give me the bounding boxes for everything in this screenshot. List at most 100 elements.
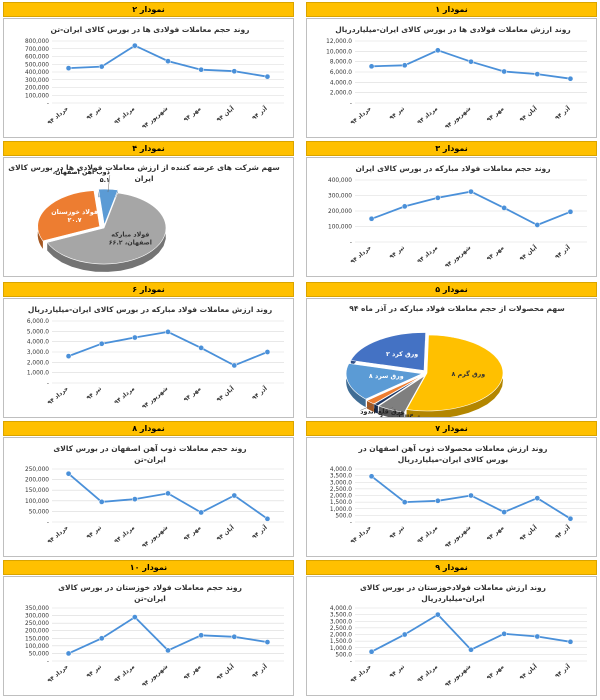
chart-panel-p10: نمودار ۱۰ روند حجم معاملات فولاد خوزستان …	[3, 560, 294, 696]
x-tick-label: مرداد ۹۴	[417, 245, 440, 265]
chart-svg: روند حجم معاملات فولاد مبارکه در بورس کا…	[328, 164, 587, 270]
chart-svg: روند حجم معاملات فولاد خوزستان در بورس ک…	[25, 583, 284, 689]
x-tick-label: خرداد ۹۴	[47, 525, 70, 546]
chart-title: ایران-میلیاردریال	[421, 594, 484, 603]
y-tick-label: 200,000	[25, 629, 49, 635]
chart-svg: روند ارزش معاملات فولادی ها در بورس کالا…	[326, 25, 587, 131]
y-tick-label: 6,000.0	[330, 70, 352, 76]
y-tick-label: 8,000.0	[330, 60, 352, 66]
data-point	[534, 71, 541, 77]
chart-title: روند حجم معاملات ذوب آهن اصفهان در بورس …	[53, 443, 246, 453]
x-tick-label: تیر ۹۴	[389, 245, 406, 261]
y-tick-label: 5,000.0	[27, 329, 49, 335]
data-point	[567, 515, 574, 522]
y-tick-label: 2,000.0	[330, 633, 352, 639]
y-tick-label: 100,000	[25, 644, 49, 650]
x-tick-label: آبان ۹۴	[215, 662, 237, 682]
x-tick-label: خرداد ۹۴	[47, 386, 70, 407]
data-point	[567, 638, 574, 645]
pie-slice	[373, 375, 425, 406]
y-tick-label: 400,000	[328, 178, 352, 184]
y-tick-label: 50,000	[29, 651, 50, 657]
data-point	[231, 633, 238, 640]
x-tick-label: شهریور ۹۴	[141, 106, 169, 131]
panel-header-label: نمودار ۱۰	[3, 560, 294, 575]
x-tick-label: مهر ۹۴	[486, 106, 506, 124]
data-point	[132, 42, 138, 49]
y-tick-label: 2,000.0	[27, 360, 49, 366]
x-tick-label: مهر ۹۴	[183, 664, 203, 682]
data-point	[65, 470, 72, 477]
panel-header-label: نمودار ۵	[306, 282, 597, 297]
data-point	[468, 58, 474, 65]
data-point	[98, 340, 105, 347]
data-point	[435, 47, 441, 54]
chart-box: روند حجم معاملات فولادی ها در بورس کالای…	[3, 18, 294, 138]
y-tick-label: 4,000.0	[27, 340, 49, 346]
x-tick-label: آبان ۹۴	[215, 523, 237, 543]
y-tick-label: 600,000	[25, 55, 49, 61]
panel-header-label: نمودار ۹	[306, 560, 597, 575]
x-tick-label: شهریور ۹۴	[141, 664, 169, 689]
y-tick-label: 400,000	[25, 70, 49, 76]
data-point	[165, 490, 171, 497]
y-tick-label: -	[47, 381, 49, 387]
data-point	[65, 65, 72, 71]
pie-slice-side	[378, 406, 405, 421]
panel-header-label: نمودار ۱	[306, 2, 597, 17]
x-tick-label: خرداد ۹۴	[350, 664, 373, 685]
y-tick-label: 300,000	[25, 78, 49, 84]
data-point	[368, 215, 375, 222]
x-tick-label: آذر ۹۴	[250, 662, 269, 680]
y-tick-label: 350,000	[25, 606, 49, 612]
pie-slice-label: فولاد مبارکه	[111, 232, 149, 239]
x-tick-label: مرداد ۹۴	[417, 525, 440, 545]
chart-svg: روند ارزش معاملات محصولات ذوب آهن اصفهان…	[330, 443, 587, 550]
x-tick-label: آبان ۹۴	[518, 104, 540, 124]
y-tick-label: 1,000.0	[330, 646, 352, 652]
x-tick-label: تیر ۹۴	[86, 386, 103, 402]
y-tick-label: 2,500.0	[330, 487, 352, 493]
x-tick-label: خرداد ۹۴	[47, 106, 70, 127]
chart-panel-p2: نمودار ۲ روند حجم معاملات فولادی ها در بو…	[3, 2, 294, 138]
chart-svg: روند حجم معاملات فولادی ها در بورس کالای…	[25, 25, 284, 131]
y-tick-label: -	[350, 659, 352, 665]
y-tick-label: 1,500.0	[330, 500, 352, 506]
chart-panel-p4: نمودار ۴ سهم شرکت های عرضه کننده از ارزش …	[3, 141, 294, 277]
panel-header-label: نمودار ۴	[3, 141, 294, 156]
data-point	[501, 509, 507, 515]
data-point	[401, 499, 408, 505]
y-tick-label: 500.0	[335, 652, 352, 658]
pie-slice	[345, 363, 424, 400]
pie-slice-label: ورق سرد ۸	[369, 373, 404, 380]
x-tick-label: مرداد ۹۴	[114, 106, 137, 126]
chart-title: بورس کالای ایران-میلیاردریال	[398, 455, 509, 464]
data-point	[401, 631, 408, 638]
chart-box: روند ارزش معاملات محصولات ذوب آهن اصفهان…	[306, 437, 597, 557]
pie-slice	[378, 375, 426, 413]
pie-slice	[366, 374, 424, 405]
chart-panel-p9: نمودار ۹ روند ارزش معاملات فولادخوزستان د…	[306, 560, 597, 696]
x-tick-label: تیر ۹۴	[86, 664, 103, 680]
data-point	[401, 62, 408, 69]
y-tick-label: 2,000.0	[330, 494, 352, 500]
chart-box: روند ارزش معاملات فولاد مبارکه در بورس ک…	[3, 298, 294, 418]
y-tick-label: -	[47, 659, 49, 665]
y-tick-label: -	[350, 520, 352, 526]
y-tick-label: 250,000	[25, 621, 49, 627]
data-point	[98, 635, 105, 642]
data-point	[435, 194, 441, 201]
x-tick-label: آذر ۹۴	[250, 384, 269, 402]
y-tick-label: 2,000.0	[330, 91, 352, 97]
panel-header-label: نمودار ۲	[3, 2, 294, 17]
pie-slice-label: اصفهان، ۶۶.۲	[109, 240, 152, 247]
chart-svg: سهم شرکت های عرضه کننده از ارزش معاملات …	[8, 163, 280, 272]
chart-box: روند حجم معاملات فولاد مبارکه در بورس کا…	[306, 157, 597, 277]
x-tick-label: مهر ۹۴	[486, 664, 506, 682]
pie-leader-line	[379, 406, 394, 417]
x-tick-label: خرداد ۹۴	[47, 664, 70, 685]
x-tick-label: مرداد ۹۴	[114, 386, 137, 406]
chart-title: سهم شرکت های عرضه کننده از ارزش معاملات …	[8, 163, 280, 172]
y-tick-label: 200,000	[25, 86, 49, 92]
data-point	[198, 632, 204, 639]
